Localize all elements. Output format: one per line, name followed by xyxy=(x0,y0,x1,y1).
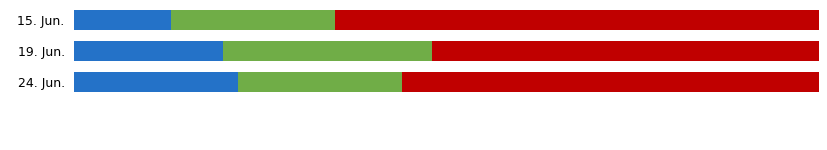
Bar xyxy=(223,41,432,61)
Bar xyxy=(74,10,171,30)
Bar xyxy=(402,72,819,92)
Bar xyxy=(74,41,223,61)
Bar xyxy=(238,72,402,92)
Bar xyxy=(171,10,335,30)
Bar xyxy=(74,72,238,92)
Bar xyxy=(335,10,819,30)
Bar xyxy=(432,41,819,61)
